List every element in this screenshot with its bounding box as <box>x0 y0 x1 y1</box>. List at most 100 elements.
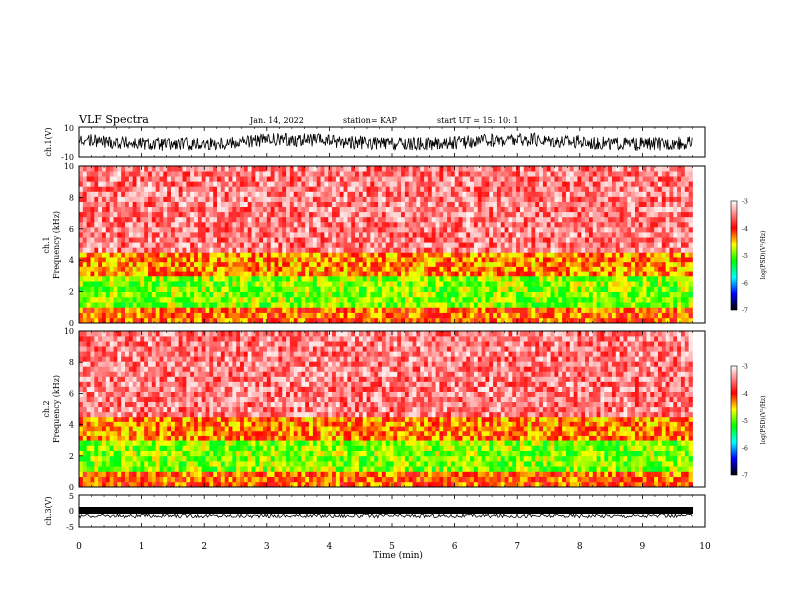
ch1-spectrogram-cell <box>646 275 651 282</box>
ch1-spectrogram-cell <box>508 286 513 292</box>
ch1-spectrogram-cell <box>619 186 624 192</box>
ch1-spectrogram-cell <box>167 302 172 308</box>
ch1-spectrogram-cell <box>201 221 206 228</box>
ch1-spectrogram-cell <box>171 296 176 303</box>
ch1-spectrogram-cell <box>136 271 141 277</box>
ch1-spectrogram-cell <box>201 266 206 272</box>
ch1-spectrogram-cell <box>378 237 383 243</box>
ch1-spectrogram-cell <box>140 317 145 324</box>
ch1-spectrogram-cell <box>684 312 690 319</box>
ch1-spectrogram-cell <box>182 232 187 238</box>
ch1-spectrogram-cell <box>270 307 275 313</box>
ch1-spectrogram-cell <box>615 181 621 187</box>
ch1-spectrogram-cell <box>569 166 575 172</box>
ch1-spectrogram-cell <box>82 307 88 313</box>
ch1-spectrogram-cell <box>205 281 210 287</box>
ch1-spectrogram-cell <box>335 291 341 298</box>
ch1-spectrogram-cell <box>205 247 210 253</box>
ch1-spectrogram-cell <box>197 242 203 248</box>
ch1-spectrogram-cell <box>588 191 594 197</box>
ch1-spectrogram-cell <box>343 171 348 177</box>
ch1-spectrogram-cell <box>450 216 456 223</box>
ch1-spectrogram-cell <box>266 211 272 218</box>
ch1-spectrogram-cell <box>665 232 670 238</box>
ch1-spectrogram-cell <box>554 166 559 172</box>
ch1-spectrogram-cell <box>588 232 594 238</box>
ch1-spectrogram-cell <box>121 266 126 272</box>
ch1-spectrogram-cell <box>627 242 632 248</box>
ch1-spectrogram-cell <box>105 281 111 287</box>
ch1-spectrogram-cell <box>201 252 206 258</box>
ch1-spectrogram-cell <box>631 226 636 233</box>
ch1-spectrogram-cell <box>289 226 295 233</box>
ch1-spectrogram-cell <box>600 201 605 208</box>
ch1-spectrogram-cell <box>519 275 525 282</box>
ch1-spectrogram-cell <box>351 221 356 228</box>
ch1-spectrogram-cell <box>362 176 367 182</box>
ch1-spectrogram-cell <box>117 257 122 263</box>
ch1-spectrogram-cell <box>516 261 521 267</box>
ch1-spectrogram-cell <box>627 275 632 282</box>
ch1-spectrogram-cell <box>500 247 505 253</box>
ch1-spectrogram-cell <box>159 171 164 177</box>
ch1-spectrogram-cell <box>362 211 367 218</box>
ch1-spectrogram-cell <box>113 307 118 313</box>
ch1-spectrogram-cell <box>259 176 264 182</box>
ch1-spectrogram-cell <box>420 166 425 172</box>
ch1-spectrogram-cell <box>481 291 486 298</box>
ch1-spectrogram-cell <box>140 171 145 177</box>
ch1-spectrogram-cell <box>661 237 667 243</box>
ch1-spectrogram-cell <box>496 252 502 258</box>
ch1-spectrogram-cell <box>688 271 693 277</box>
ch1-spectrogram-cell <box>408 247 413 253</box>
ch1-spectrogram-cell <box>274 196 279 202</box>
ch1-spectrogram-cell <box>634 317 640 324</box>
ch1-spectrogram-cell <box>397 242 402 248</box>
ch1-spectrogram-cell <box>362 226 367 233</box>
ch1-spectrogram-cell <box>121 171 126 177</box>
ch1-spectrogram-cell <box>178 247 183 253</box>
ch1-spectrogram-cell <box>615 286 621 292</box>
ch1-spectrogram-cell <box>328 221 333 228</box>
ch1-spectrogram-cell <box>577 221 582 228</box>
ch1-spectrogram-cell <box>604 221 609 228</box>
ch1-spectrogram-cell <box>427 252 433 258</box>
ch1-spectrogram-cell <box>151 281 157 287</box>
ch1-spectrogram-cell <box>443 281 448 287</box>
ch1-spectrogram-cell <box>79 312 84 319</box>
ch1-spectrogram-cell <box>565 221 571 228</box>
ch1-spectrogram-cell <box>542 221 548 228</box>
ch1-spectrogram-cell <box>224 232 229 238</box>
ch1-spectrogram-cell <box>128 317 134 324</box>
ch1-spectrogram-cell <box>661 242 667 248</box>
ch1-spectrogram-cell <box>309 242 314 248</box>
ch1-spectrogram-cell <box>190 307 195 313</box>
ch1-spectrogram-cell <box>546 291 552 298</box>
ch1-spectrogram-cell <box>243 257 249 263</box>
ch1-spectrogram-cell <box>328 317 333 324</box>
ch1-spectrogram-cell <box>247 257 252 263</box>
ch1-spectrogram-cell <box>121 312 126 319</box>
ch1-spectrogram-cell <box>98 317 103 324</box>
ch1-spectrogram-cell <box>366 171 371 177</box>
ch1-spectrogram-cell <box>516 181 521 187</box>
ch1-spectrogram-cell <box>136 286 141 292</box>
ch1-spectrogram-cell <box>293 307 298 313</box>
ch1-spectrogram-cell <box>493 312 498 319</box>
ch1-spectrogram-cell <box>224 211 229 218</box>
ch1-spectrogram-ytick-label: 4 <box>69 256 74 265</box>
ch1-spectrogram-cell <box>496 191 502 197</box>
ch1-spectrogram-cell <box>481 206 486 213</box>
ch1-spectrogram-cell <box>355 186 360 192</box>
ch1-spectrogram-cell <box>105 221 111 228</box>
ch1-spectrogram-cell <box>232 266 237 272</box>
ch1-spectrogram-cell <box>389 275 394 282</box>
ch1-spectrogram-cell <box>443 216 448 223</box>
ch1-spectrogram-cell <box>109 257 114 263</box>
ch1-spectrogram-cell <box>144 191 149 197</box>
ch1-spectrogram-cell <box>171 226 176 233</box>
ch1-spectrogram-cell <box>608 266 613 272</box>
ch1-spectrogram-cell <box>500 226 505 233</box>
ch1-spectrogram-cell <box>654 312 659 319</box>
ch1-spectrogram-cell <box>251 171 256 177</box>
